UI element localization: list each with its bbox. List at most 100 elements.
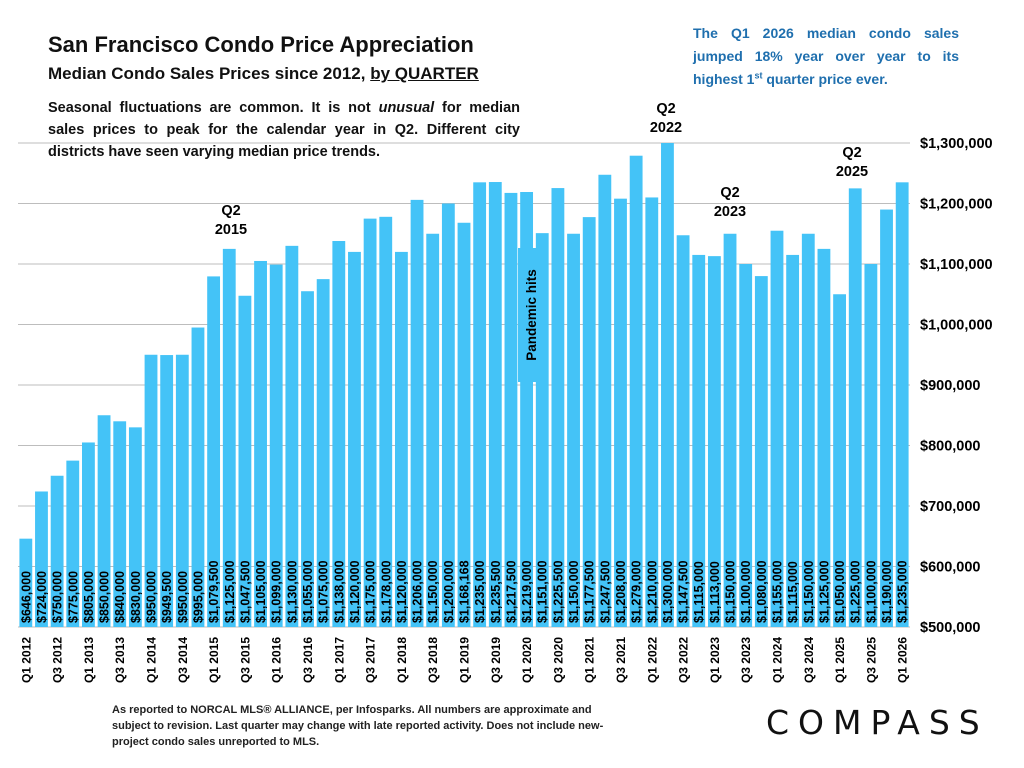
bar — [739, 264, 753, 627]
value-label: $1,247,500 — [598, 560, 612, 623]
bar — [66, 460, 80, 627]
y-tick-label: $700,000 — [920, 499, 980, 515]
value-label: $1,125,000 — [817, 560, 831, 623]
y-tick-label: $1,200,000 — [920, 197, 993, 213]
y-tick-label: $500,000 — [920, 620, 980, 636]
annotation: Q2 — [656, 101, 675, 117]
value-label: $995,000 — [191, 571, 205, 623]
x-tick-label: Q3 2017 — [364, 637, 378, 683]
bar — [426, 233, 440, 627]
value-label: $1,175,000 — [364, 560, 378, 623]
value-label: $1,150,000 — [802, 560, 816, 623]
value-label: $1,125,000 — [223, 560, 237, 623]
bar — [35, 491, 48, 627]
value-label: $1,155,000 — [770, 560, 784, 623]
bar — [504, 192, 518, 627]
bar — [582, 217, 596, 628]
value-label: $1,177,500 — [583, 560, 597, 623]
description-text: Seasonal fluctuations are common. It is … — [48, 100, 379, 116]
value-label: $1,235,000 — [473, 560, 487, 623]
bar — [410, 199, 424, 627]
value-label: $830,000 — [129, 571, 143, 623]
value-label: $646,000 — [19, 571, 33, 623]
bars — [19, 143, 909, 628]
bar — [801, 233, 815, 627]
value-label: $1,168,168 — [458, 560, 472, 623]
x-tick-label: Q1 2021 — [583, 637, 597, 683]
bar — [301, 291, 314, 627]
subtitle-text: Median Condo Sales Prices since 2012, — [48, 64, 366, 83]
callout-superscript: st — [754, 70, 763, 81]
value-label: $724,000 — [35, 571, 49, 623]
y-tick-label: $800,000 — [920, 439, 980, 455]
value-label: $1,115,000 — [692, 561, 706, 623]
bar — [441, 203, 455, 627]
value-label: $1,100,000 — [739, 560, 753, 623]
bar — [285, 245, 299, 627]
value-label: $1,200,000 — [442, 560, 456, 623]
x-tick-label: Q3 2025 — [864, 637, 878, 683]
x-tick-label: Q1 2024 — [770, 637, 784, 683]
bar — [770, 230, 784, 627]
chart-title: San Francisco Condo Price Appreciation — [48, 32, 474, 57]
value-label: $775,000 — [66, 571, 80, 623]
x-tick-label: Q3 2012 — [51, 637, 65, 683]
x-tick-label: Q3 2023 — [739, 637, 753, 683]
x-tick-label: Q1 2019 — [458, 637, 472, 683]
x-tick-label: Q3 2014 — [176, 637, 190, 683]
bar — [457, 222, 471, 627]
annotation: Q2 — [221, 203, 240, 219]
callout-text: quarter price ever. — [762, 71, 888, 87]
callout: The Q1 2026 median condo sales jumped 18… — [693, 22, 959, 91]
bar — [864, 264, 878, 627]
bar — [551, 188, 565, 627]
value-label: $1,151,000 — [536, 560, 550, 623]
x-tick-label: Q3 2015 — [238, 637, 252, 683]
value-label: $1,055,000 — [301, 560, 315, 623]
annotation: Q2 — [720, 185, 739, 201]
bar — [160, 355, 174, 627]
value-label: $1,113,000 — [708, 561, 722, 623]
description-text: for median sales prices to peak for the … — [48, 100, 521, 160]
value-label: $1,225,500 — [551, 560, 565, 623]
bar — [833, 294, 846, 627]
x-tick-label: Q1 2023 — [708, 637, 722, 683]
x-tick-label: Q1 2026 — [896, 637, 910, 683]
value-label: $1,115,000 — [786, 561, 800, 623]
bar — [348, 251, 361, 627]
value-label: $850,000 — [98, 571, 112, 623]
value-label: $1,075,000 — [317, 560, 331, 623]
bar — [614, 198, 627, 627]
value-label: $1,105,000 — [254, 560, 268, 623]
footnote: As reported to NORCAL MLS® ALLIANCE, per… — [112, 704, 604, 748]
annotation: Pandemic hits — [524, 269, 539, 361]
value-label: $1,138,000 — [332, 560, 346, 623]
value-label: $950,000 — [145, 571, 159, 623]
bar — [269, 264, 283, 627]
value-label: $1,080,000 — [755, 560, 769, 623]
bar — [880, 209, 893, 628]
value-label: $1,079,500 — [207, 560, 221, 623]
bar — [82, 442, 95, 627]
x-tick-label: Q3 2024 — [802, 637, 816, 683]
bar — [332, 241, 346, 627]
value-label: $1,210,000 — [645, 560, 659, 623]
y-tick-label: $900,000 — [920, 378, 980, 394]
value-label: $805,000 — [82, 571, 96, 623]
value-label: $1,099,000 — [270, 560, 284, 623]
x-tick-label: Q1 2015 — [207, 637, 221, 683]
value-label: $950,000 — [176, 571, 190, 623]
bar — [222, 248, 236, 627]
annotation: Q2 — [842, 145, 861, 161]
bar — [692, 254, 706, 628]
bar — [238, 295, 252, 627]
value-label: $1,150,000 — [426, 560, 440, 623]
x-tick-label: Q1 2017 — [332, 637, 346, 683]
bar — [817, 248, 831, 627]
x-tick-label: Q1 2016 — [270, 637, 284, 683]
logo: COMPASS — [766, 703, 989, 742]
x-tick-label: Q3 2016 — [301, 637, 315, 683]
value-label: $1,217,500 — [504, 560, 518, 623]
annotation: 2022 — [650, 120, 682, 136]
x-tick-label: Q1 2025 — [833, 637, 847, 683]
